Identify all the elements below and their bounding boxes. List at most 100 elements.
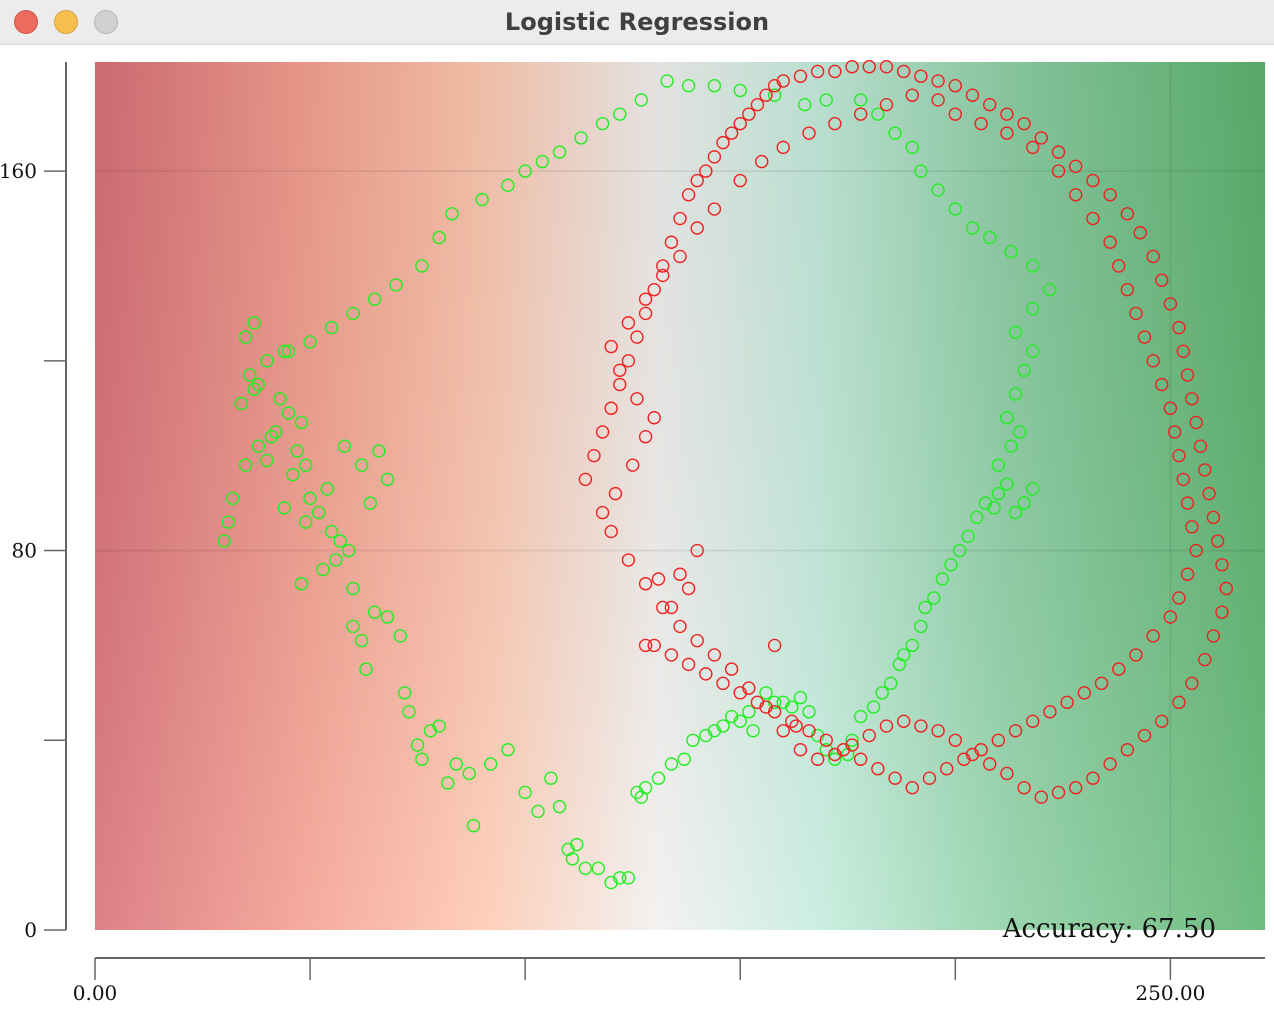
data-point-green <box>544 771 558 785</box>
data-point-green <box>290 444 304 458</box>
data-point-green <box>398 686 412 700</box>
data-point-green <box>621 871 636 885</box>
data-point-red <box>810 64 825 79</box>
data-point-green <box>518 164 532 178</box>
data-point-red <box>664 235 679 249</box>
data-point-red <box>1163 610 1178 624</box>
data-point-green <box>896 648 911 662</box>
data-point-red <box>767 705 782 719</box>
data-point-red <box>810 752 825 766</box>
data-point-green <box>1004 439 1018 453</box>
data-point-green <box>402 705 416 719</box>
data-point-red <box>750 695 765 710</box>
data-point-red <box>690 221 704 235</box>
data-point-green <box>1000 477 1014 491</box>
data-point-green <box>354 458 369 472</box>
data-point-red <box>621 354 636 368</box>
data-point-green <box>707 79 722 93</box>
data-point-red <box>656 600 670 615</box>
data-point-green <box>1013 425 1027 439</box>
data-point-green <box>935 572 950 586</box>
data-point-red <box>1026 714 1040 729</box>
data-point-green <box>742 705 756 719</box>
data-point-red <box>1146 629 1160 643</box>
data-point-green <box>845 733 859 747</box>
data-point-red <box>608 486 623 501</box>
data-point-red <box>1060 695 1074 710</box>
data-point-green <box>217 534 231 548</box>
data-point-red <box>690 543 704 558</box>
data-point-red <box>630 392 644 406</box>
data-point-red <box>699 164 713 178</box>
data-point-green <box>225 491 240 506</box>
data-point-red <box>1137 330 1152 344</box>
scatter-chart: 0 80 160 0.00 250.00 Accuracy: 67.50 <box>0 60 1265 1005</box>
data-point-red <box>1193 439 1208 453</box>
data-point-green <box>1017 363 1031 378</box>
data-point-red <box>1172 448 1186 463</box>
data-point-green <box>970 510 984 525</box>
data-point-green <box>441 776 455 790</box>
data-point-red <box>690 173 704 188</box>
data-point-green <box>677 752 692 766</box>
data-point-green <box>819 93 833 107</box>
data-point-red <box>707 648 722 662</box>
data-point-red <box>931 93 945 107</box>
y-tick-label: 160 <box>0 159 37 183</box>
data-point-red <box>1172 320 1186 335</box>
data-point-green <box>367 605 382 619</box>
data-point-green <box>277 344 291 359</box>
data-point-green <box>681 79 696 93</box>
data-point-red <box>673 567 687 581</box>
data-point-green <box>871 107 885 121</box>
data-point-green <box>948 202 962 216</box>
data-point-green <box>613 107 627 121</box>
data-point-green <box>660 74 674 88</box>
data-point-red <box>742 107 756 121</box>
data-point-green <box>415 259 429 273</box>
minimize-window-button[interactable] <box>54 10 78 34</box>
close-window-button[interactable] <box>14 10 38 34</box>
data-point-green <box>251 439 266 453</box>
data-point-red <box>905 781 919 795</box>
data-point-red <box>587 448 601 463</box>
data-point-green <box>393 629 408 643</box>
data-point-green <box>359 662 373 676</box>
data-point-red <box>1026 140 1040 155</box>
data-point-green <box>372 444 386 458</box>
data-point-green <box>961 529 975 544</box>
data-point-green <box>767 88 782 102</box>
data-point-red <box>853 107 868 121</box>
data-point-green <box>234 396 248 411</box>
data-point-red <box>1180 496 1195 510</box>
data-point-green <box>952 543 967 558</box>
data-point-red <box>879 60 894 74</box>
data-point-red <box>965 88 980 102</box>
data-point-red <box>613 377 627 392</box>
zoom-window-button[interactable] <box>94 10 118 34</box>
data-point-red <box>767 638 782 653</box>
data-point-red <box>957 752 971 766</box>
data-point-green <box>299 458 313 472</box>
data-point-red <box>707 150 722 164</box>
data-point-red <box>1051 164 1066 178</box>
data-point-red <box>1069 159 1083 174</box>
data-point-green <box>733 83 747 98</box>
data-point-green <box>888 126 902 140</box>
data-point-green <box>552 145 567 159</box>
data-point-green <box>299 515 313 529</box>
data-point-red <box>651 572 666 586</box>
data-point-green <box>346 306 360 321</box>
data-point-green <box>380 472 395 487</box>
data-point-red <box>1163 401 1178 415</box>
data-point-red <box>759 88 773 102</box>
data-point-green <box>475 192 489 207</box>
data-point-green <box>277 501 291 515</box>
data-point-red <box>1146 249 1160 264</box>
data-point-red <box>621 553 636 567</box>
data-point-red <box>879 719 894 733</box>
data-point-green <box>802 705 816 719</box>
data-point-green <box>578 861 593 876</box>
data-point-green <box>853 93 868 107</box>
x-tick-label: 250.00 <box>1135 981 1205 1005</box>
